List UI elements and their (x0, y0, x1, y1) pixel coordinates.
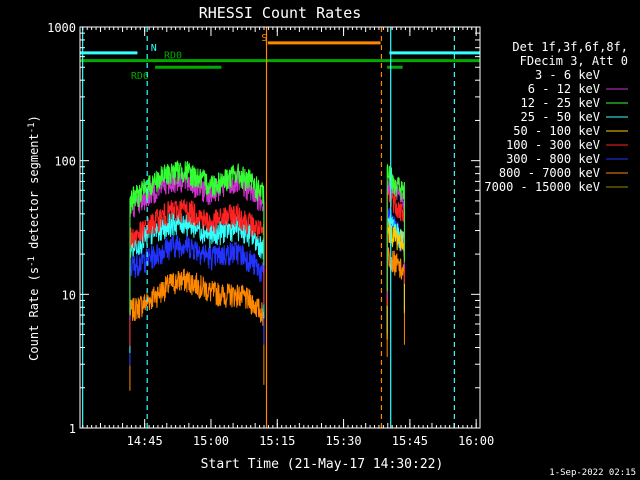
state-label-rd0: RD0 (164, 51, 182, 62)
x-tick-label-1: 15:00 (193, 434, 229, 448)
series-800-7000-kev-segment-0 (129, 268, 265, 391)
y-tick-label-3: 1000 (47, 21, 76, 35)
y-axis-label-mid: detector segment (27, 133, 41, 256)
frame-layer (79, 26, 481, 429)
y-tick-label-2: 100 (54, 155, 76, 169)
legend-label-50-100-kev: 50 - 100 keV (513, 124, 600, 138)
chart-title: RHESSI Count Rates (199, 4, 362, 22)
legend-label-25-50-kev: 25 - 50 keV (521, 110, 600, 124)
legend-label-12-25-kev: 12 - 25 keV (521, 96, 600, 110)
state-label-rd6: RD6 (131, 71, 149, 82)
legend-label-7000-15000-kev: 7000 - 15000 keV (484, 180, 600, 194)
y-axis-label-sup1: -1 (27, 256, 37, 267)
series-100-300-kev-segment-1 (386, 186, 405, 306)
series-3-6-kev-segment-2 (201, 53, 219, 127)
data-layer: N RD0 RD6 S (80, 26, 480, 428)
x-tick-label-0: 14:45 (127, 434, 163, 448)
plot-frame (79, 26, 481, 429)
x-tick-label-3: 15:30 (326, 434, 362, 448)
x-tick-label-2: 15:15 (259, 434, 295, 448)
series-3-6-kev-segment-5 (386, 32, 405, 127)
series-50-100-kev-segment-0 (386, 221, 405, 340)
legend-label-800-7000-kev: 800 - 7000 keV (499, 166, 600, 180)
x-axis-label: Start Time (21-May-17 14:30:22) (201, 457, 444, 472)
series-12-25-kev-segment-0 (129, 160, 265, 316)
y-axis-label: Count Rate (s-1 detector segment-1) (27, 115, 41, 361)
series-3-6-kev-segment-4 (263, 28, 294, 127)
legend-label-6-12-kev: 6 - 12 keV (528, 82, 600, 96)
state-label-n: N (151, 43, 157, 54)
y-tick-label-0: 1 (69, 422, 76, 436)
state-label-s: S (261, 33, 267, 44)
series-3-6-kev-segment-3 (217, 26, 265, 127)
y-axis-label-sup2: -1 (27, 122, 37, 133)
series-3-6-kev-segment-0 (129, 30, 152, 127)
legend-header-line1: Det 1f,3f,6f,8f, (512, 40, 628, 54)
y-axis-label-end: ) (27, 115, 41, 122)
legend-label-300-800-kev: 300 - 800 keV (506, 152, 600, 166)
series-800-7000-kev-segment-1 (386, 247, 405, 357)
x-tick-label-4: 15:45 (392, 434, 428, 448)
x-tick-label-5: 16:00 (458, 434, 494, 448)
legend-header-line2: FDecim 3, Att 0 (520, 54, 628, 68)
series-300-800-kev-segment-0 (129, 234, 265, 366)
legend: Det 1f,3f,6f,8f, FDecim 3, Att 0 3 - 6 k… (484, 40, 628, 194)
legend-label-100-300-kev: 100 - 300 keV (506, 138, 600, 152)
series-100-300-kev-segment-0 (129, 198, 265, 346)
axis-layer: 1 10 100 1000 14:45 15:00 15:15 15:30 15:45 16:00 (47, 21, 494, 448)
legend-label-3-6-kev: 3 - 6 keV (535, 68, 600, 82)
y-axis-label-main: Count Rate (s (27, 267, 41, 361)
y-tick-label-1: 10 (62, 288, 76, 302)
footer-timestamp: 1-Sep-2022 02:15 (549, 468, 636, 478)
series-12-25-kev-segment-1 (386, 163, 405, 291)
